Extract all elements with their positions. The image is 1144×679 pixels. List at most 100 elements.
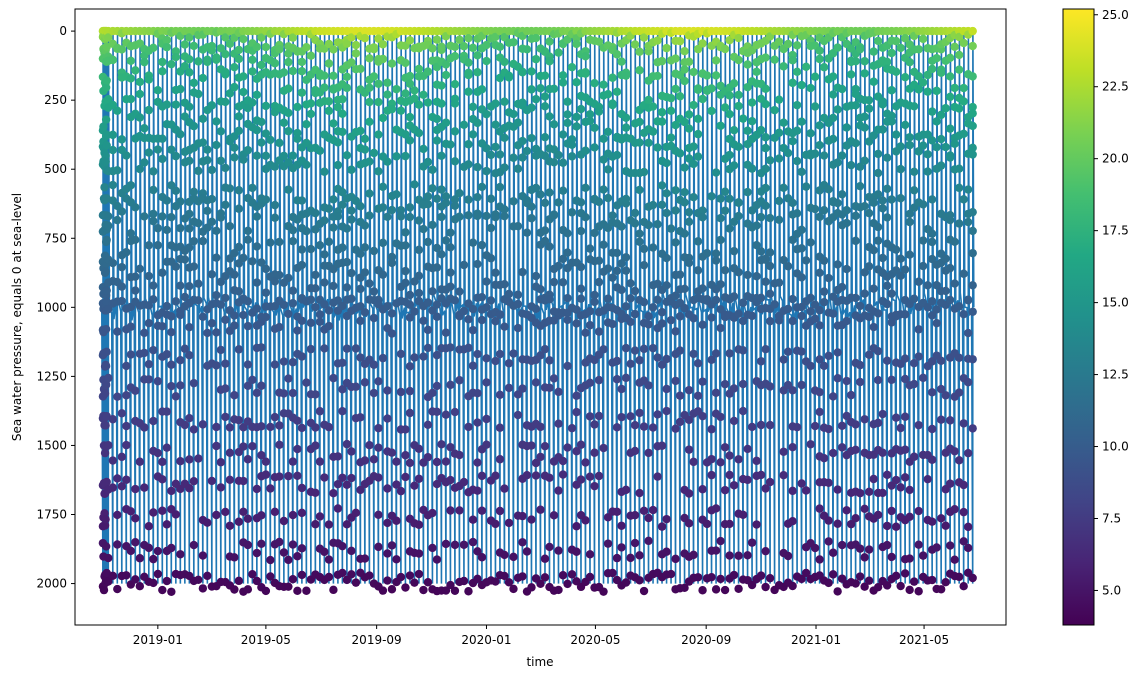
sample-point: [842, 376, 851, 386]
sample-point: [833, 519, 842, 528]
sample-point: [563, 579, 572, 589]
sample-point: [536, 422, 545, 432]
sample-point: [581, 68, 590, 77]
sample-point: [441, 328, 451, 337]
sample-point: [752, 221, 761, 230]
sample-point: [765, 316, 775, 326]
sample-point: [639, 586, 649, 596]
sample-point: [522, 547, 532, 556]
sample-point: [612, 507, 622, 517]
sample-point: [518, 136, 527, 146]
sample-point: [311, 520, 320, 529]
sample-point: [257, 33, 266, 42]
sample-point: [585, 110, 595, 119]
sample-point: [927, 357, 937, 366]
sample-point: [198, 420, 208, 429]
sample-point: [518, 538, 527, 547]
sample-point: [207, 41, 217, 51]
sample-point: [828, 49, 838, 58]
sample-point: [756, 357, 766, 366]
sample-point: [761, 582, 770, 592]
sample-point: [657, 117, 667, 126]
sample-point: [243, 455, 253, 464]
sample-point: [882, 57, 892, 67]
sample-point: [383, 576, 392, 585]
sample-point: [387, 59, 397, 68]
sample-point: [927, 517, 937, 526]
sample-point: [243, 360, 253, 369]
sample-point: [630, 208, 640, 218]
sample-point: [527, 103, 536, 112]
sample-point: [207, 476, 217, 486]
sample-point: [333, 504, 343, 513]
sample-point: [347, 570, 356, 579]
sample-point: [104, 212, 113, 221]
sample-point: [257, 343, 266, 352]
sample-point: [302, 226, 311, 236]
sample-point: [185, 224, 194, 233]
sample-point: [504, 73, 514, 82]
sample-point: [554, 486, 563, 495]
sample-point: [185, 484, 194, 493]
x-axis: 2019-01 2019-05 2019-09 2020-01 2020-05 2020-…: [133, 625, 949, 647]
sample-point: [833, 105, 842, 114]
sample-point: [716, 323, 725, 333]
sample-point: [131, 386, 140, 395]
sample-point: [455, 212, 464, 221]
sample-point: [689, 193, 698, 202]
sample-point: [338, 200, 347, 210]
sample-point: [585, 472, 595, 481]
sample-point: [914, 277, 923, 286]
sample-point: [747, 164, 757, 173]
sample-point: [671, 424, 680, 433]
sample-point: [324, 520, 334, 529]
sample-point: [189, 121, 199, 131]
sample-point: [563, 118, 572, 128]
sample-point: [882, 184, 892, 193]
sample-point: [428, 287, 437, 296]
sample-point: [671, 291, 680, 300]
sample-point: [446, 506, 455, 515]
sample-point: [612, 266, 622, 276]
sample-point: [297, 57, 307, 67]
sample-point: [905, 554, 914, 563]
sample-point: [482, 440, 491, 449]
sample-point: [446, 475, 455, 485]
colorbar-tick-label: 10.0: [1102, 440, 1129, 454]
sample-point: [252, 576, 262, 586]
sample-point: [536, 579, 545, 589]
sample-point: [932, 86, 941, 96]
sample-point: [216, 483, 226, 492]
sample-point: [887, 48, 896, 58]
sample-point: [320, 71, 329, 80]
sample-point: [675, 36, 685, 46]
sample-point: [311, 284, 320, 293]
sample-point: [662, 208, 671, 218]
sample-point: [770, 105, 779, 115]
sample-point: [135, 457, 145, 466]
sample-point: [558, 278, 568, 287]
sample-point: [954, 353, 964, 363]
sample-point: [149, 578, 158, 588]
sample-point: [378, 270, 388, 279]
sample-point: [369, 455, 379, 464]
sample-point: [635, 117, 644, 127]
sample-point: [833, 348, 842, 357]
sample-point: [212, 441, 221, 451]
sample-point: [608, 319, 617, 329]
sample-point: [239, 72, 248, 81]
sample-point: [644, 312, 653, 321]
sample-point: [950, 42, 959, 52]
sample-point: [414, 245, 424, 255]
sample-point: [869, 77, 878, 86]
sample-point: [585, 244, 595, 253]
sample-point: [221, 67, 230, 77]
sample-point: [585, 306, 595, 316]
sample-point: [293, 444, 302, 454]
sample-point: [405, 290, 415, 300]
sample-point: [653, 410, 662, 419]
sample-point: [603, 264, 613, 273]
sample-point: [792, 209, 802, 218]
sample-point: [212, 140, 221, 150]
sample-point: [891, 130, 901, 139]
